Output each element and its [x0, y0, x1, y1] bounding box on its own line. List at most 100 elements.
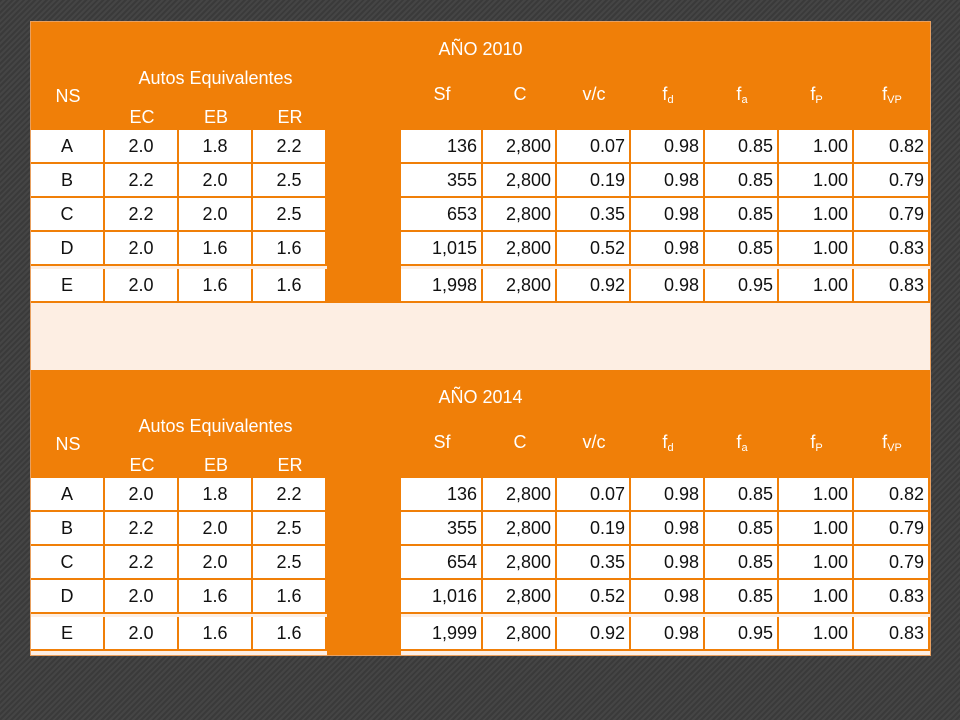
cell-ec: 2.0	[105, 130, 179, 164]
cell-fp: 1.00	[779, 580, 854, 614]
cell-ns: E	[31, 617, 105, 651]
cell-ns: C	[31, 198, 105, 232]
col-header-fa: fa	[736, 84, 748, 106]
col-header-eb: EB	[203, 107, 228, 127]
cell-ec: 2.0	[105, 269, 179, 303]
table-row: C 2.2 2.0 2.5 654 2,800 0.35 0.98 0.85 1.00 0.79	[31, 546, 930, 580]
cell-er: 1.6	[253, 269, 327, 303]
cell-fd: 0.98	[631, 512, 705, 546]
cell-fvp: 0.79	[854, 164, 930, 198]
cell-fvp: 0.82	[854, 478, 930, 512]
cell-er: 1.6	[253, 580, 327, 614]
cell-sf: 654	[401, 546, 483, 580]
cell-sf: 136	[401, 130, 483, 164]
table-header: AÑO 2010 NS Autos Equivalentes EC EB ER …	[31, 22, 930, 130]
cell-ns: B	[31, 512, 105, 546]
cell-er: 2.2	[253, 478, 327, 512]
spacer-column	[327, 130, 401, 303]
cell-c: 2,800	[483, 617, 557, 651]
cell-ec: 2.0	[105, 580, 179, 614]
col-header-eb: EB	[203, 455, 228, 475]
col-header-fd: fd	[662, 84, 674, 106]
cell-fa: 0.85	[705, 478, 779, 512]
cell-fa: 0.85	[705, 580, 779, 614]
cell-fp: 1.00	[779, 617, 854, 651]
cell-c: 2,800	[483, 164, 557, 198]
cell-fvp: 0.82	[854, 130, 930, 164]
cell-eb: 2.0	[179, 164, 253, 198]
cell-fp: 1.00	[779, 164, 854, 198]
col-header-ec: EC	[129, 107, 155, 127]
cell-fvp: 0.79	[854, 198, 930, 232]
cell-c: 2,800	[483, 546, 557, 580]
col-header-ns: NS	[55, 434, 81, 454]
cell-er: 2.5	[253, 198, 327, 232]
cell-fd: 0.98	[631, 617, 705, 651]
cell-fd: 0.98	[631, 198, 705, 232]
col-header-sf: Sf	[433, 432, 451, 452]
cell-fp: 1.00	[779, 130, 854, 164]
cell-fa: 0.85	[705, 130, 779, 164]
col-header-vc: v/c	[582, 432, 606, 452]
cell-vc: 0.19	[557, 512, 631, 546]
cell-eb: 1.6	[179, 580, 253, 614]
table-row: A 2.0 1.8 2.2 136 2,800 0.07 0.98 0.85 1.00 0.82	[31, 130, 930, 164]
col-header-fa: fa	[736, 432, 748, 454]
col-header-er: ER	[277, 107, 303, 127]
col-header-autos: Autos Equivalentes	[138, 68, 293, 88]
cell-ec: 2.0	[105, 617, 179, 651]
cell-c: 2,800	[483, 580, 557, 614]
cell-ns: E	[31, 269, 105, 303]
table-row: B 2.2 2.0 2.5 355 2,800 0.19 0.98 0.85 1.00 0.79	[31, 164, 930, 198]
col-header-fd: fd	[662, 432, 674, 454]
cell-fd: 0.98	[631, 232, 705, 266]
cell-fvp: 0.79	[854, 546, 930, 580]
cell-er: 1.6	[253, 617, 327, 651]
slide: AÑO 2010 NS Autos Equivalentes EC EB ER …	[30, 21, 931, 656]
cell-sf: 355	[401, 512, 483, 546]
col-header-sf: Sf	[433, 84, 451, 104]
cell-ec: 2.0	[105, 478, 179, 512]
cell-fvp: 0.83	[854, 580, 930, 614]
cell-fa: 0.85	[705, 232, 779, 266]
cell-ns: A	[31, 130, 105, 164]
cell-fp: 1.00	[779, 546, 854, 580]
col-header-ns: NS	[55, 86, 81, 106]
table-row: D 2.0 1.6 1.6 1,015 2,800 0.52 0.98 0.85 1.00 0.83	[31, 232, 930, 266]
cell-sf: 1,016	[401, 580, 483, 614]
cell-ns: B	[31, 164, 105, 198]
table-row: E 2.0 1.6 1.6 1,998 2,800 0.92 0.98 0.95 1.00 0.83	[31, 269, 930, 303]
col-header-fp: fP	[810, 84, 823, 106]
cell-fp: 1.00	[779, 232, 854, 266]
col-header-c: C	[513, 432, 527, 452]
cell-er: 2.5	[253, 546, 327, 580]
cell-fa: 0.85	[705, 512, 779, 546]
table-row: B 2.2 2.0 2.5 355 2,800 0.19 0.98 0.85 1.00 0.79	[31, 512, 930, 546]
cell-vc: 0.35	[557, 546, 631, 580]
col-header-er: ER	[277, 455, 303, 475]
cell-vc: 0.19	[557, 164, 631, 198]
cell-sf: 1,999	[401, 617, 483, 651]
cell-ec: 2.2	[105, 512, 179, 546]
cell-fd: 0.98	[631, 546, 705, 580]
table-title: AÑO 2010	[438, 39, 523, 59]
cell-fvp: 0.83	[854, 617, 930, 651]
cell-ec: 2.2	[105, 546, 179, 580]
cell-ns: D	[31, 232, 105, 266]
table-row: C 2.2 2.0 2.5 653 2,800 0.35 0.98 0.85 1.00 0.79	[31, 198, 930, 232]
cell-c: 2,800	[483, 198, 557, 232]
cell-ns: C	[31, 546, 105, 580]
cell-fp: 1.00	[779, 512, 854, 546]
cell-fd: 0.98	[631, 130, 705, 164]
cell-fd: 0.98	[631, 580, 705, 614]
cell-fd: 0.98	[631, 478, 705, 512]
spacer-column	[327, 478, 401, 655]
cell-ns: D	[31, 580, 105, 614]
cell-vc: 0.52	[557, 580, 631, 614]
col-header-autos: Autos Equivalentes	[138, 416, 293, 436]
cell-eb: 2.0	[179, 512, 253, 546]
cell-fd: 0.98	[631, 164, 705, 198]
col-header-ec: EC	[129, 455, 155, 475]
cell-fp: 1.00	[779, 478, 854, 512]
cell-sf: 136	[401, 478, 483, 512]
